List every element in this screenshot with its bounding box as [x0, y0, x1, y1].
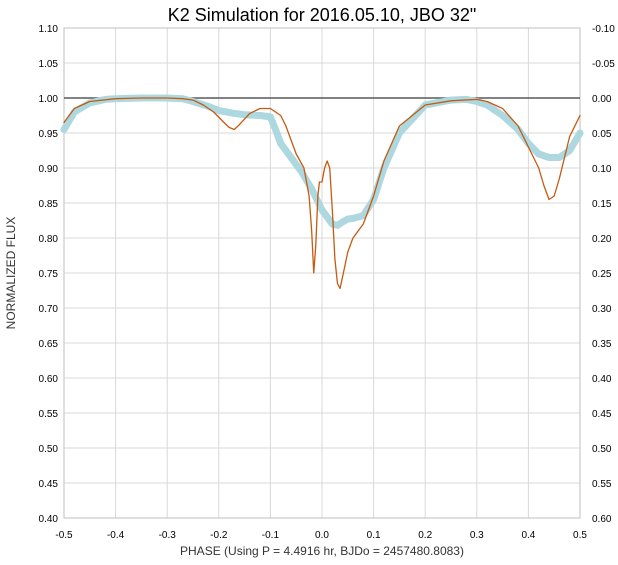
x-tick-label: -0.4 [107, 530, 125, 541]
y-tick-label: 0.40 [39, 514, 59, 525]
plot-area-border [63, 27, 581, 519]
x-tick-label: 0.3 [470, 530, 484, 541]
y-tick-label: 1.10 [39, 24, 59, 35]
x-tick-label: -0.3 [159, 530, 177, 541]
x-tick-label: -0.5 [55, 530, 73, 541]
x-tick-label: 0.1 [367, 530, 381, 541]
y2-tick-label: 0.35 [592, 339, 612, 350]
y-tick-label: 0.65 [39, 339, 59, 350]
y2-axis-ticks: 0.60 0.55 0.50 0.45 0.40 0.35 0.30 0.25 0.20 0.15… [592, 24, 615, 525]
y-axis-label: NORMALIZED FLUX [4, 217, 18, 330]
y-tick-label: 0.55 [39, 409, 59, 420]
y2-tick-label: 0.60 [592, 514, 612, 525]
y-tick-label: 0.70 [39, 304, 59, 315]
series-layer [60, 94, 584, 290]
y2-tick-label: 0.05 [592, 129, 612, 140]
y2-tick-label: 0.20 [592, 234, 612, 245]
y2-tick-label: 0.30 [592, 304, 612, 315]
y-tick-label: 1.05 [39, 59, 59, 70]
y-tick-label: 0.45 [39, 479, 59, 490]
chart-title: K2 Simulation for 2016.05.10, JBO 32" [168, 5, 477, 25]
y-tick-label: 0.60 [39, 374, 59, 385]
y-tick-label: 0.95 [39, 129, 59, 140]
y2-tick-label: -0.10 [592, 24, 615, 35]
y2-tick-label: 0.10 [592, 164, 612, 175]
x-tick-label: -0.2 [210, 530, 228, 541]
y-axis-ticks: 0.40 0.45 0.50 0.55 0.60 0.65 0.70 0.75 0.80 0.85… [39, 24, 59, 525]
y2-tick-label: 0.40 [592, 374, 612, 385]
x-axis-label: PHASE (Using P = 4.4916 hr, BJDo = 24574… [180, 544, 464, 558]
x-tick-label: 0.4 [521, 530, 535, 541]
x-tick-label: 0.0 [315, 530, 329, 541]
x-tick-label: -0.1 [262, 530, 280, 541]
y-tick-label: 0.85 [39, 199, 59, 210]
y2-tick-label: 0.25 [592, 269, 612, 280]
x-tick-label: 0.2 [418, 530, 432, 541]
series-line-2 [63, 97, 581, 290]
y2-tick-label: 0.50 [592, 444, 612, 455]
x-axis-ticks: -0.5 -0.4 -0.3 -0.2 -0.1 0.0 0.1 0.2 0.3 0.4 0.5 [55, 530, 587, 541]
y-tick-label: 0.80 [39, 234, 59, 245]
y2-tick-label: 0.45 [592, 409, 612, 420]
y2-tick-label: 0.00 [592, 94, 612, 105]
y2-tick-label: -0.05 [592, 59, 615, 70]
y2-tick-label: 0.15 [592, 199, 612, 210]
y2-tick-label: 0.55 [592, 479, 612, 490]
x-tick-label: 0.5 [573, 530, 587, 541]
y-tick-label: 0.90 [39, 164, 59, 175]
y-tick-label: 0.50 [39, 444, 59, 455]
y-tick-label: 1.00 [39, 94, 59, 105]
y-tick-label: 0.75 [39, 269, 59, 280]
